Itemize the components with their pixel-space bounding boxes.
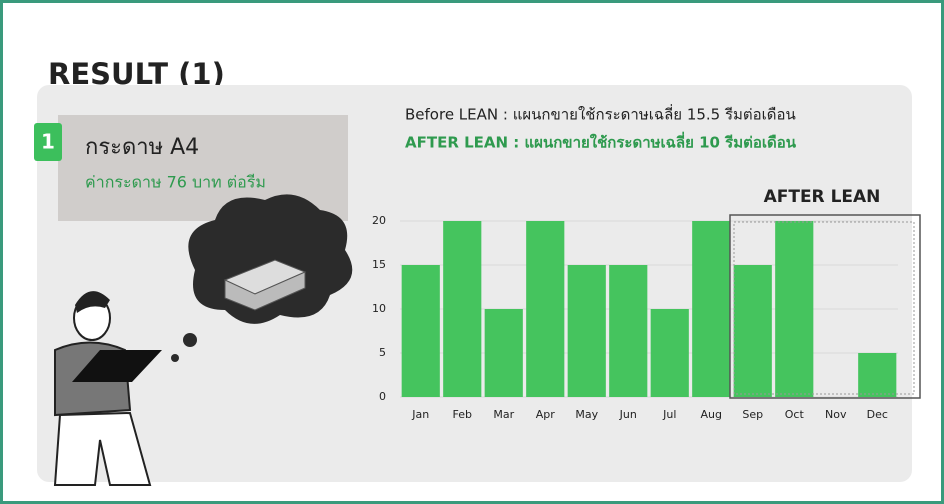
y-tick-label: 0 — [379, 390, 386, 403]
y-tick-label: 10 — [372, 302, 386, 315]
bar — [775, 221, 813, 397]
x-tick-label: Aug — [701, 408, 722, 421]
bar — [568, 265, 606, 397]
note-before: Before LEAN : แผนกขายใช้กระดาษเฉลี่ย 15.… — [405, 104, 796, 124]
x-tick-label: Jul — [662, 408, 676, 421]
card-subtitle: ค่ากระดาษ 76 บาท ต่อรีม — [85, 173, 266, 192]
x-tick-label: Apr — [536, 408, 556, 421]
x-tick-label: Oct — [785, 408, 805, 421]
y-tick-label: 15 — [372, 258, 386, 271]
thought-dot — [171, 354, 179, 362]
bar — [402, 265, 440, 397]
bar — [651, 309, 689, 397]
x-tick-label: Feb — [453, 408, 472, 421]
bar — [734, 265, 772, 397]
x-tick-label: Dec — [867, 408, 888, 421]
bar — [485, 309, 523, 397]
x-tick-label: May — [575, 408, 598, 421]
highlight-label: AFTER LEAN — [764, 187, 881, 207]
bar — [443, 221, 481, 397]
bar — [692, 221, 730, 397]
card-title: กระดาษ A4 — [85, 135, 199, 160]
bar — [526, 221, 564, 397]
x-tick-label: Nov — [825, 408, 847, 421]
x-tick-label: Jan — [411, 408, 429, 421]
y-tick-label: 5 — [379, 346, 386, 359]
bar — [609, 265, 647, 397]
card-number: 1 — [41, 130, 55, 154]
x-tick-label: Mar — [493, 408, 514, 421]
thought-dot — [183, 333, 197, 347]
y-tick-label: 20 — [372, 214, 386, 227]
slide: RESULT (1) 1 กระดาษ A4 ค่ากระดาษ 76 บาท … — [0, 0, 944, 504]
x-tick-label: Jun — [619, 408, 637, 421]
bar — [858, 353, 896, 397]
note-after: AFTER LEAN : แผนกขายใช้กระดาษเฉลี่ย 10 ร… — [405, 132, 797, 152]
x-tick-label: Sep — [742, 408, 763, 421]
